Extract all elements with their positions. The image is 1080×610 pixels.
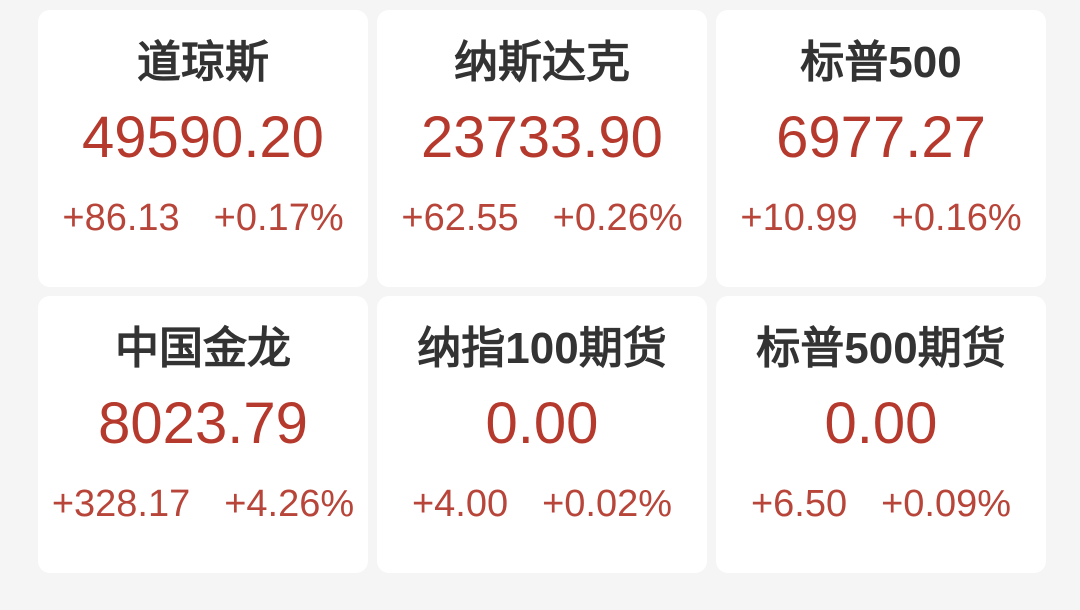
- index-change-percent: +0.17%: [213, 197, 344, 240]
- quote-card-dow-jones[interactable]: 道琼斯 49590.20 +86.13 +0.17%: [38, 10, 368, 287]
- index-name: 标普500期货: [756, 324, 1006, 373]
- index-name: 道琼斯: [137, 38, 269, 87]
- index-change-absolute: +62.55: [401, 197, 519, 240]
- index-change-row: +62.55 +0.26%: [401, 197, 683, 240]
- quote-card-china-golden-dragon[interactable]: 中国金龙 8023.79 +328.17 +4.26%: [38, 296, 368, 573]
- index-change-percent: +0.26%: [552, 197, 683, 240]
- index-value: 49590.20: [82, 105, 324, 171]
- index-value: 8023.79: [98, 391, 308, 457]
- quote-card-nasdaq100-futures[interactable]: 纳指100期货 0.00 +4.00 +0.02%: [377, 296, 707, 573]
- index-change-row: +6.50 +0.09%: [750, 483, 1012, 526]
- quote-card-sp500-futures[interactable]: 标普500期货 0.00 +6.50 +0.09%: [716, 296, 1046, 573]
- index-change-absolute: +10.99: [740, 197, 858, 240]
- index-change-absolute: +328.17: [51, 483, 191, 526]
- index-change-absolute: +6.50: [750, 483, 848, 526]
- index-change-absolute: +86.13: [62, 197, 180, 240]
- quote-card-nasdaq[interactable]: 纳斯达克 23733.90 +62.55 +0.26%: [377, 10, 707, 287]
- index-value: 6977.27: [776, 105, 986, 171]
- index-change-row: +86.13 +0.17%: [62, 197, 344, 240]
- index-change-percent: +0.16%: [891, 197, 1022, 240]
- index-value: 0.00: [485, 391, 599, 457]
- index-change-absolute: +4.00: [411, 483, 509, 526]
- index-change-row: +328.17 +4.26%: [51, 483, 355, 526]
- index-name: 纳指100期货: [417, 324, 667, 373]
- index-change-row: +10.99 +0.16%: [740, 197, 1022, 240]
- index-change-percent: +0.02%: [542, 483, 673, 526]
- index-change-percent: +4.26%: [224, 483, 355, 526]
- index-change-row: +4.00 +0.02%: [411, 483, 673, 526]
- quote-card-sp500[interactable]: 标普500 6977.27 +10.99 +0.16%: [716, 10, 1046, 287]
- index-change-percent: +0.09%: [881, 483, 1012, 526]
- index-value: 0.00: [824, 391, 938, 457]
- index-name: 标普500: [800, 38, 962, 87]
- index-value: 23733.90: [421, 105, 663, 171]
- index-name: 纳斯达克: [454, 38, 630, 87]
- index-name: 中国金龙: [115, 324, 291, 373]
- index-quote-grid: 道琼斯 49590.20 +86.13 +0.17% 纳斯达克 23733.90…: [38, 10, 1046, 610]
